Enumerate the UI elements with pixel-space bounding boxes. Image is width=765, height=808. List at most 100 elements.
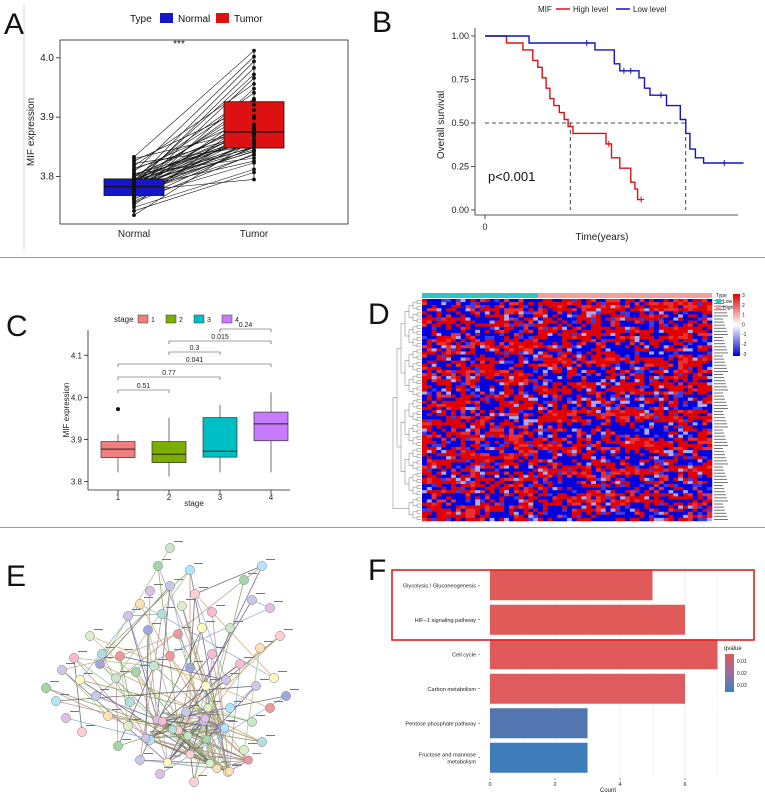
heatmap-cell (513, 468, 519, 472)
heatmap-cell (644, 468, 650, 472)
heatmap-cell (562, 499, 568, 503)
heatmap-cell (600, 342, 606, 346)
heatmap-cell (654, 308, 660, 312)
heatmap-cell (499, 459, 505, 463)
heatmap-cell (596, 360, 602, 364)
heatmap-cell (460, 376, 466, 380)
heatmap-cell (629, 376, 635, 380)
legend-label-stage-1: 1 (151, 317, 155, 324)
heatmap-cell (634, 431, 640, 435)
heatmap-cell (547, 511, 553, 516)
tumor-point (252, 153, 256, 158)
heatmap-cell (687, 336, 693, 340)
heatmap-cell (678, 357, 684, 361)
normal-point (132, 178, 136, 182)
heatmap-cell (629, 339, 635, 343)
heatmap-cell (538, 299, 544, 303)
heatmap-cell (455, 413, 461, 417)
heatmap-cell (484, 403, 490, 408)
heatmap-cell (620, 447, 626, 451)
heatmap-cell (649, 474, 655, 479)
heatmap-cell (707, 480, 713, 485)
heatmap-cell (460, 447, 466, 451)
gene-label-mark (714, 485, 723, 486)
heatmap-cell (494, 410, 500, 414)
heatmap-cell (649, 348, 655, 352)
heatmap-cell (504, 369, 510, 374)
heatmap-cell (687, 480, 693, 485)
heatmap-cell (465, 299, 471, 303)
heatmap-cell (629, 459, 635, 463)
heatmap-cell (600, 456, 606, 460)
heatmap-cell (697, 366, 703, 371)
heatmap-cell (538, 508, 544, 512)
heatmap-cell (634, 505, 640, 509)
heatmap-cell (446, 410, 452, 414)
heatmap-cell (470, 388, 476, 392)
heatmap-cell (422, 342, 428, 346)
heatmap-cell (494, 339, 500, 343)
heatmap-cell (431, 505, 437, 509)
heatmap-cell (446, 400, 452, 405)
heatmap-cell (692, 406, 698, 411)
heatmap-cell (586, 354, 592, 358)
heatmap-cell (591, 468, 597, 472)
heatmap-cell (673, 351, 679, 355)
heatmap-cell (591, 517, 597, 522)
heatmap-cell (620, 351, 626, 355)
heatmap-cell (702, 410, 708, 414)
legend-label-tumor: Tumor (234, 14, 263, 25)
heatmap-cell (634, 428, 640, 432)
heatmap-cell (581, 410, 587, 414)
heatmap-cell (562, 317, 568, 321)
heatmap-cell (562, 431, 568, 435)
heatmap-cell (480, 329, 486, 334)
heatmap-cell (576, 400, 582, 405)
heatmap-cell (436, 314, 442, 318)
heatmap-cell (605, 354, 611, 358)
heatmap-cell (557, 484, 563, 488)
heatmap-cell (567, 400, 573, 405)
heatmap-cell (644, 394, 650, 398)
heatmap-cell (533, 323, 539, 327)
heatmap-cell (649, 505, 655, 509)
heatmap-cell (475, 425, 481, 429)
heatmap-cell (576, 388, 582, 392)
heatmap-cell (658, 348, 664, 352)
heatmap-cell (470, 474, 476, 479)
heatmap-cell (673, 453, 679, 457)
heatmap-cell (538, 480, 544, 485)
heatmap-cell (586, 351, 592, 355)
heatmap-cell (629, 400, 635, 405)
heatmap-cell (431, 357, 437, 361)
heatmap-cell (576, 474, 582, 479)
heatmap-cell (615, 397, 621, 401)
heatmap-cell (644, 413, 650, 417)
heatmap-cell (639, 403, 645, 408)
heatmap-cell (639, 351, 645, 355)
heatmap-cell (431, 403, 437, 408)
heatmap-cell (576, 323, 582, 327)
heatmap-cell (528, 379, 534, 383)
heatmap-cell (484, 308, 490, 312)
heatmap-cell (489, 413, 495, 417)
heatmap-cell (591, 332, 597, 337)
heatmap-cell (557, 517, 563, 522)
heatmap-cell (639, 345, 645, 349)
heatmap-cell (567, 326, 573, 331)
heatmap-cell (465, 345, 471, 349)
heatmap-cell (692, 434, 698, 438)
x-tick-label-c: 4 (269, 493, 274, 502)
heatmap-cell (649, 379, 655, 383)
dendrogram-branch (408, 329, 413, 343)
heatmap-cell (673, 379, 679, 383)
heatmap-cell (615, 373, 621, 377)
heatmap-cell (668, 440, 674, 445)
heatmap-cell (644, 508, 650, 512)
heatmap-cell (552, 462, 558, 466)
heatmap-cell (523, 314, 529, 318)
heatmap-cell (610, 314, 616, 318)
heatmap-cell (702, 406, 708, 411)
heatmap-cell (538, 422, 544, 426)
heatmap-cell (455, 403, 461, 408)
